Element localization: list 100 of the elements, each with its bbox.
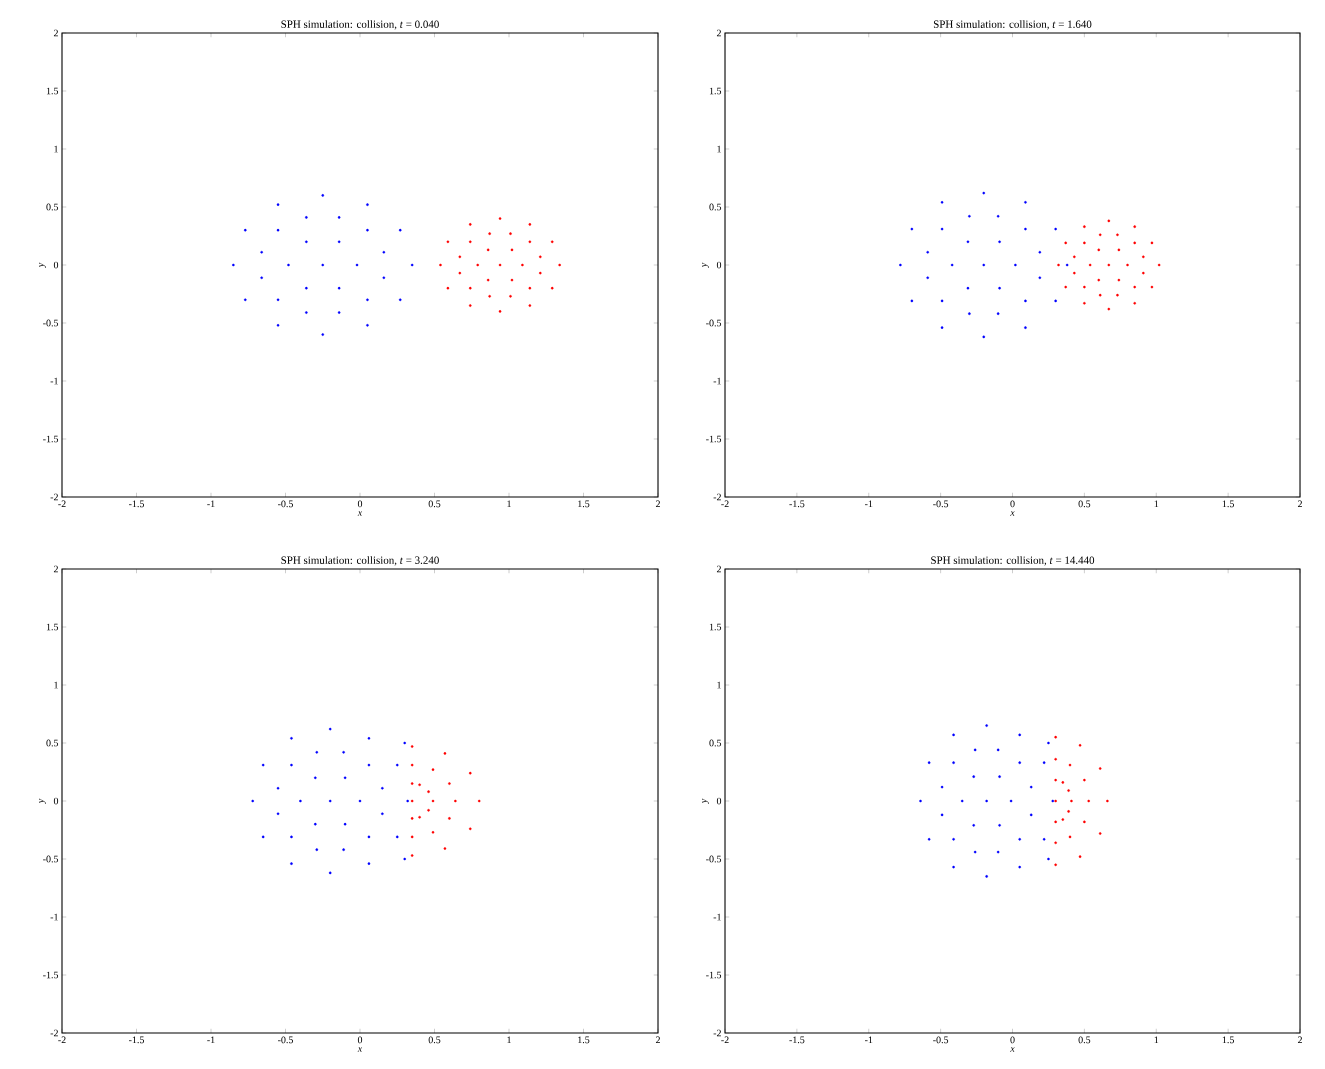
point <box>1087 799 1090 803</box>
point <box>276 298 280 302</box>
y-tick-label: 0.5 <box>46 739 59 747</box>
point <box>1133 285 1136 289</box>
point <box>1097 278 1101 282</box>
point <box>476 263 480 267</box>
point <box>528 240 532 244</box>
y-tick-label: -0.5 <box>706 855 722 863</box>
point <box>406 799 409 803</box>
point <box>1054 820 1057 824</box>
point <box>410 782 414 785</box>
point <box>1064 285 1067 289</box>
y-axis-title: y <box>702 798 709 805</box>
x-tick-label: 1.5 <box>578 500 590 508</box>
y-tick-label: 0 <box>53 797 59 805</box>
x-tick-label: 0 <box>357 500 363 508</box>
point <box>998 824 1001 827</box>
point <box>314 776 317 780</box>
point <box>940 813 944 817</box>
x-tick-label: 1 <box>507 1036 511 1044</box>
point <box>973 850 977 854</box>
x-axis-title: x <box>357 511 363 516</box>
point <box>342 848 345 852</box>
point <box>1116 293 1119 297</box>
point <box>337 286 341 290</box>
point <box>305 240 308 244</box>
x-tick-label: 0.5 <box>1078 1036 1091 1044</box>
point <box>1029 785 1033 789</box>
point <box>358 799 362 803</box>
y-tick-label: -2 <box>50 1029 58 1037</box>
x-tick-label: 2 <box>655 1036 660 1044</box>
y-tick-label: 1.5 <box>46 87 59 95</box>
point <box>1038 250 1042 254</box>
point <box>952 865 955 869</box>
point <box>1018 837 1021 841</box>
point <box>952 761 955 765</box>
point <box>1054 863 1057 867</box>
x-tick-label: 1 <box>1154 500 1159 508</box>
point <box>919 799 922 803</box>
point <box>314 822 317 826</box>
x-tick-label: 1 <box>507 500 511 508</box>
y-tick-label: 0 <box>53 261 59 269</box>
point <box>315 848 319 852</box>
y-tick-label: 2 <box>716 565 721 573</box>
point <box>418 815 421 819</box>
point <box>985 799 988 803</box>
y-tick-label: -1 <box>713 377 721 385</box>
point <box>321 194 325 197</box>
point <box>538 271 542 275</box>
point <box>446 240 450 244</box>
point <box>366 324 369 327</box>
point <box>1073 255 1076 259</box>
point <box>287 263 290 267</box>
point <box>343 776 347 780</box>
point <box>968 214 971 218</box>
point <box>410 745 414 748</box>
x-tick-label: -0.5 <box>933 1036 949 1044</box>
point <box>1150 241 1154 245</box>
point <box>1078 855 1082 858</box>
point <box>1117 248 1121 252</box>
point <box>1038 276 1042 280</box>
chart-title: SPH simulation: collision, t = 0.040 <box>281 20 439 30</box>
point <box>381 812 384 816</box>
y-tick-label: 1 <box>717 145 721 153</box>
point <box>1083 225 1086 229</box>
point <box>328 871 332 875</box>
y-tick-label: -1.5 <box>706 971 722 979</box>
point <box>337 216 341 219</box>
point <box>1067 810 1070 813</box>
point <box>343 822 347 826</box>
x-tick-label: -1 <box>864 500 873 508</box>
y-tick-label: -1.5 <box>706 435 722 443</box>
point <box>498 217 502 220</box>
point <box>982 191 986 195</box>
point <box>305 216 308 219</box>
x-tick-label: 2 <box>1297 1036 1302 1044</box>
point <box>510 248 514 252</box>
point <box>1047 857 1050 861</box>
point <box>328 727 332 731</box>
point <box>243 228 247 232</box>
point <box>398 298 402 302</box>
point <box>960 799 964 803</box>
point <box>1054 227 1057 231</box>
point <box>1142 255 1145 259</box>
point <box>431 768 435 771</box>
y-tick-label: 1 <box>717 681 721 689</box>
point <box>1067 789 1070 792</box>
point <box>1068 763 1072 767</box>
point <box>985 724 988 727</box>
point <box>260 250 263 254</box>
point <box>528 304 532 307</box>
point <box>305 311 308 314</box>
point <box>996 748 1000 752</box>
x-tick-label: 1.5 <box>1222 1036 1234 1044</box>
y-axis-title: y <box>39 262 46 269</box>
point <box>1133 241 1136 245</box>
point <box>538 255 542 259</box>
point <box>290 737 293 740</box>
point <box>927 837 931 841</box>
point <box>337 240 341 244</box>
